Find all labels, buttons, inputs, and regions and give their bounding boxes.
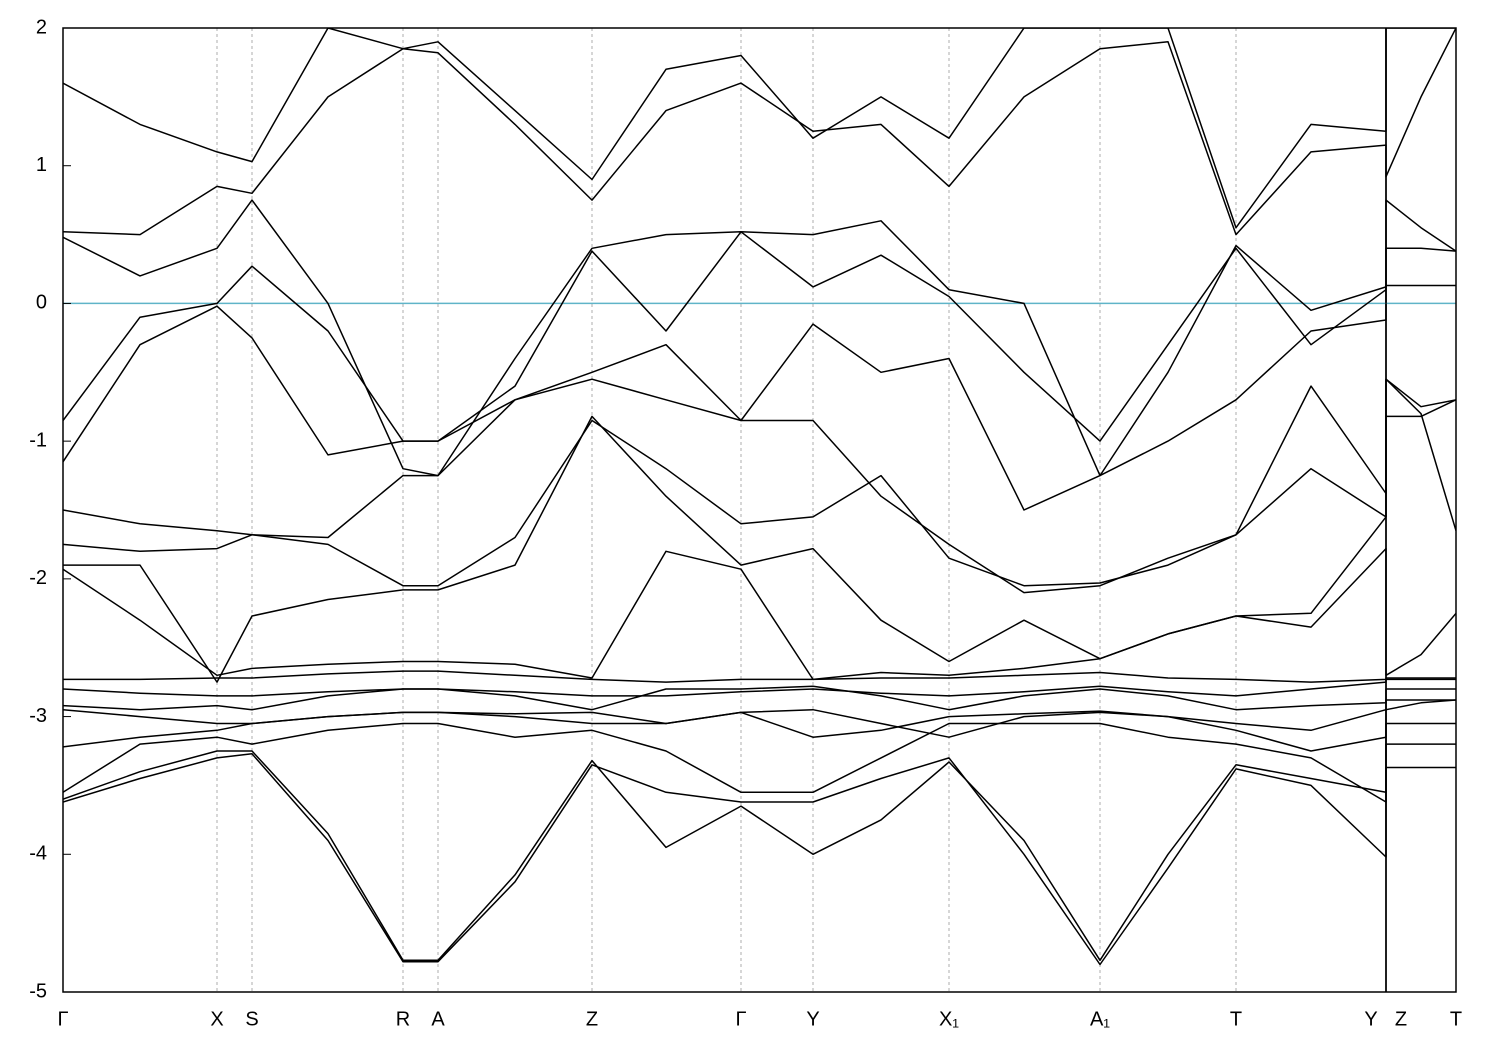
x-tick-label: Y: [1364, 1008, 1377, 1030]
band-line: [63, 670, 1456, 683]
x-tick-label: S: [245, 1008, 258, 1030]
band-line: [63, 722, 1456, 803]
x-tick-label: Z: [1395, 1008, 1407, 1030]
band-line: [63, 284, 1456, 511]
band-line: [63, 28, 1456, 236]
y-tick-label: 2: [36, 16, 47, 38]
y-tick-label: -1: [29, 429, 47, 451]
x-tick-label: Γ: [57, 1008, 68, 1030]
grid: [63, 28, 1456, 992]
plot-frame: [62, 27, 1457, 993]
y-tick-label: -5: [29, 980, 47, 1002]
x-tick-label: T: [1230, 1008, 1242, 1030]
y-tick-label: -3: [29, 705, 47, 727]
y-tick-label: 1: [36, 154, 47, 176]
band-line: [63, 678, 1456, 697]
band-line: [63, 753, 1456, 966]
x-tick-label: Y: [806, 1008, 819, 1030]
y-tick-label: -2: [29, 567, 47, 589]
band-line: [63, 699, 1456, 752]
x-tick-label: T: [1450, 1008, 1462, 1030]
x-tick-label: Z: [586, 1008, 598, 1030]
x-tick-label: R: [396, 1008, 410, 1030]
band-line: [63, 378, 1456, 683]
band-line: [63, 685, 1456, 711]
y-tick-label: -4: [29, 843, 47, 865]
band-line: [63, 199, 1456, 442]
x-tick-label: X₁: [939, 1008, 959, 1030]
x-tick-label: A: [431, 1008, 445, 1030]
band-line: [63, 378, 1456, 594]
x-tick-label: A₁: [1090, 1008, 1110, 1030]
band-line: [63, 199, 1456, 477]
band-line: [63, 743, 1456, 962]
y-tick-label: 0: [36, 292, 47, 314]
x-tick-label: Γ: [735, 1008, 746, 1030]
band-line: [63, 547, 1456, 681]
bands: [63, 28, 1456, 966]
band-line: [63, 399, 1456, 587]
band-line: [63, 699, 1456, 738]
band-line: [63, 28, 1456, 229]
x-tick-label: X: [210, 1008, 223, 1030]
